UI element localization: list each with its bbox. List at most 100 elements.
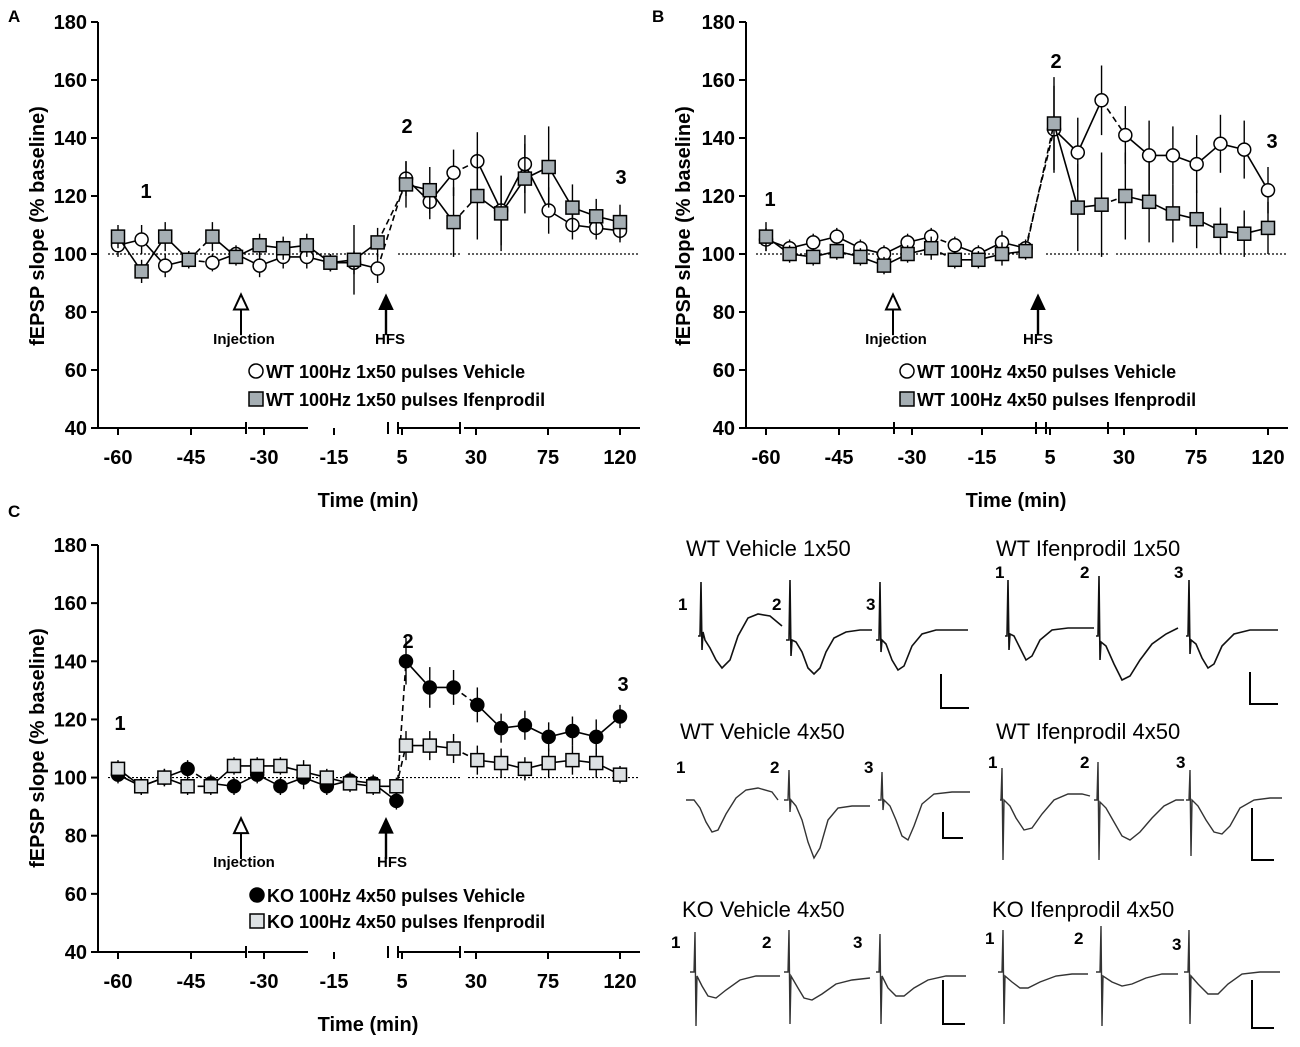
data-point <box>1118 127 1133 143</box>
data-point <box>205 255 220 270</box>
series-line <box>376 184 407 243</box>
data-point <box>758 229 774 244</box>
panel-c-injection-label: Injection <box>213 854 275 871</box>
panel-a-mark-1: 1 <box>140 181 151 203</box>
hfs-arrow-head <box>378 816 394 834</box>
x-tick-label: 5 <box>1044 447 1055 469</box>
data-point <box>1165 148 1181 163</box>
data-point <box>157 258 173 273</box>
trace-waveform <box>1186 769 1282 857</box>
data-point <box>252 238 267 253</box>
panel-b-hfs-label: HFS <box>1023 331 1053 348</box>
data-point <box>1165 206 1181 221</box>
x-tick-label: -15 <box>968 447 997 469</box>
data-point <box>299 238 315 253</box>
trace-scale-bar <box>942 812 963 839</box>
data-point <box>446 680 461 695</box>
injection-arrow-head <box>232 815 250 835</box>
data-point <box>398 654 414 669</box>
y-tick-label: 100 <box>702 244 735 266</box>
data-point <box>1118 188 1133 204</box>
trace-panel-wt-ifenprodil-4x50: WT Ifenprodil 4x50 1 2 3 <box>988 719 1282 861</box>
trace-mark-2: 2 <box>762 933 771 952</box>
trace-panel-ko-vehicle-4x50: KO Vehicle 4x50 1 2 3 <box>671 897 966 1027</box>
panel-a-legend: WT 100Hz 1x50 pulses Vehicle WT 100Hz 1x… <box>248 362 545 410</box>
trace-waveform <box>1094 761 1184 861</box>
x-tick-label: 75 <box>537 971 559 993</box>
data-point <box>133 779 149 794</box>
data-point <box>612 767 628 782</box>
data-point <box>1094 93 1109 108</box>
data-point <box>805 235 821 250</box>
y-tick-label: 60 <box>713 360 735 382</box>
data-point <box>422 680 438 695</box>
y-tick-label: 60 <box>65 884 87 906</box>
panel-a-y-axis-label: fEPSP slope (% baseline) <box>27 106 49 346</box>
data-point <box>1141 148 1157 163</box>
trace-mark-3: 3 <box>1172 935 1181 954</box>
data-point <box>365 779 381 794</box>
data-point <box>296 764 311 780</box>
y-tick-label: 140 <box>702 128 735 150</box>
data-point <box>1070 145 1086 160</box>
hfs-arrow-head <box>378 293 394 310</box>
data-point <box>470 697 485 713</box>
data-point <box>228 249 244 265</box>
y-tick-label: 100 <box>54 768 87 790</box>
trace-waveform <box>1000 767 1091 861</box>
trace-mark-2: 2 <box>1074 929 1083 948</box>
trace-panel-wt-ifenprodil-1x50: WT Ifenprodil 1x50 1 2 3 <box>995 536 1278 705</box>
y-tick-label: 120 <box>54 709 87 731</box>
data-point <box>226 779 242 794</box>
x-tick-label: 30 <box>1113 447 1135 469</box>
data-point <box>319 770 335 785</box>
y-tick-label: 160 <box>702 70 735 92</box>
injection-arrow-head <box>232 292 250 311</box>
panel-b-mark-3: 3 <box>1266 131 1277 153</box>
data-point <box>829 243 845 259</box>
trace-waveform <box>786 579 872 676</box>
data-point <box>398 738 414 753</box>
panel-b-injection-label: Injection <box>865 331 927 348</box>
panel-a-legend-vehicle: WT 100Hz 1x50 pulses Vehicle <box>266 362 525 382</box>
panel-a-mark-3: 3 <box>615 167 626 189</box>
data-point <box>1213 223 1228 239</box>
panel-a-x-axis-label: Time (min) <box>318 490 419 512</box>
trace-mark-3: 3 <box>1174 563 1183 582</box>
series-line <box>476 160 502 211</box>
data-point <box>1260 182 1276 198</box>
data-point <box>446 214 461 230</box>
panel-c-mark-3: 3 <box>617 674 628 696</box>
trace-scale-bar <box>942 980 965 1025</box>
panel-c-legend-ifenprodil: KO 100Hz 4x50 pulses Ifenprodil <box>267 912 545 932</box>
trace-mark-2: 2 <box>1080 563 1089 582</box>
data-point <box>853 249 868 265</box>
y-tick-label: 180 <box>702 12 735 34</box>
trace-title-wt-ifenprodil-1x50: WT Ifenprodil 1x50 <box>996 536 1180 561</box>
data-point <box>805 249 821 265</box>
data-point <box>273 779 288 794</box>
data-point <box>422 182 438 198</box>
data-point <box>612 709 628 724</box>
series-line <box>1077 99 1103 153</box>
x-tick-label: 120 <box>603 971 636 993</box>
trace-panel-wt-vehicle-4x50: WT Vehicle 4x50 1 2 3 <box>676 719 970 860</box>
x-tick-label: -15 <box>320 971 349 993</box>
x-tick-label: -60 <box>752 447 781 469</box>
y-tick-label: 80 <box>65 826 87 848</box>
trace-mark-2: 2 <box>770 758 779 777</box>
data-point <box>923 240 939 256</box>
data-point <box>1018 243 1033 259</box>
panel-b-mark-1: 1 <box>764 189 775 211</box>
trace-scale-bar <box>1251 808 1274 861</box>
data-point <box>947 238 963 253</box>
trace-panels: WT Vehicle 1x50 1 2 3 WT Ifenprodil 1x50… <box>671 536 1282 1029</box>
data-point <box>157 770 172 785</box>
trace-waveform <box>784 769 870 860</box>
panel-a-legend-marker-ifenprodil <box>248 391 264 407</box>
data-point <box>180 761 195 777</box>
trace-mark-1: 1 <box>676 758 685 777</box>
trace-mark-2: 2 <box>1080 753 1089 772</box>
trace-mark-1: 1 <box>985 929 994 948</box>
